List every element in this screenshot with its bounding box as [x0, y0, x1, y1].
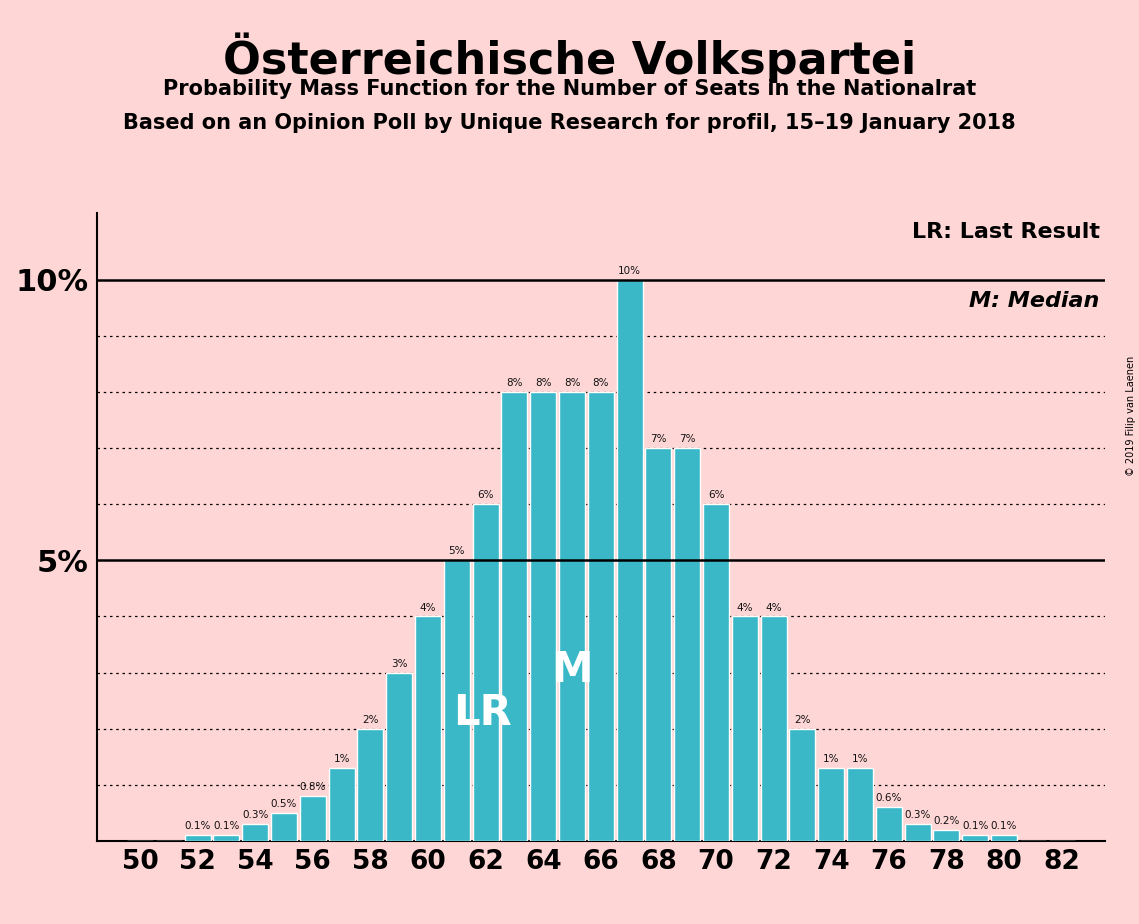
Text: 0.1%: 0.1%	[213, 821, 239, 832]
Bar	[329, 768, 354, 841]
Bar	[761, 616, 787, 841]
Text: 2%: 2%	[794, 714, 811, 724]
Bar	[473, 505, 499, 841]
Text: 1%: 1%	[852, 754, 868, 764]
Text: Based on an Opinion Poll by Unique Research for profil, 15–19 January 2018: Based on an Opinion Poll by Unique Resea…	[123, 113, 1016, 133]
Text: 0.6%: 0.6%	[876, 793, 902, 803]
Text: 8%: 8%	[564, 378, 580, 388]
Bar	[588, 392, 614, 841]
Text: 8%: 8%	[592, 378, 609, 388]
Bar	[213, 835, 239, 841]
Text: 8%: 8%	[535, 378, 551, 388]
Text: 5%: 5%	[449, 546, 465, 556]
Bar	[847, 768, 872, 841]
Bar	[732, 616, 757, 841]
Bar	[386, 673, 412, 841]
Text: 0.3%: 0.3%	[904, 810, 931, 821]
Bar	[876, 808, 902, 841]
Text: Österreichische Volkspartei: Österreichische Volkspartei	[223, 32, 916, 83]
Text: 4%: 4%	[765, 602, 781, 613]
Text: 0.2%: 0.2%	[933, 816, 960, 826]
Bar	[904, 824, 931, 841]
Text: 0.5%: 0.5%	[271, 799, 297, 808]
Bar	[531, 392, 556, 841]
Text: 3%: 3%	[391, 659, 408, 669]
Bar	[616, 280, 642, 841]
Text: M: M	[551, 650, 592, 691]
Text: © 2019 Filip van Laenen: © 2019 Filip van Laenen	[1126, 356, 1136, 476]
Text: 1%: 1%	[823, 754, 839, 764]
Text: 7%: 7%	[650, 434, 666, 444]
Bar	[501, 392, 527, 841]
Text: 0.1%: 0.1%	[991, 821, 1017, 832]
Text: 10%: 10%	[618, 266, 641, 276]
Bar	[559, 392, 585, 841]
Text: 6%: 6%	[707, 491, 724, 500]
Text: LR: LR	[453, 692, 513, 734]
Bar	[991, 835, 1017, 841]
Text: 6%: 6%	[477, 491, 494, 500]
Bar	[789, 729, 816, 841]
Bar	[185, 835, 211, 841]
Text: 8%: 8%	[506, 378, 523, 388]
Bar	[300, 796, 326, 841]
Text: 0.8%: 0.8%	[300, 782, 326, 792]
Text: 2%: 2%	[362, 714, 378, 724]
Text: 0.1%: 0.1%	[962, 821, 989, 832]
Text: 1%: 1%	[334, 754, 350, 764]
Bar	[703, 505, 729, 841]
Bar	[444, 560, 469, 841]
Text: 0.3%: 0.3%	[241, 810, 269, 821]
Bar	[243, 824, 268, 841]
Text: LR: Last Result: LR: Last Result	[912, 222, 1100, 242]
Text: 7%: 7%	[679, 434, 696, 444]
Bar	[962, 835, 989, 841]
Bar	[818, 768, 844, 841]
Bar	[674, 448, 700, 841]
Text: 4%: 4%	[737, 602, 753, 613]
Bar	[358, 729, 384, 841]
Text: Probability Mass Function for the Number of Seats in the Nationalrat: Probability Mass Function for the Number…	[163, 79, 976, 99]
Bar	[646, 448, 671, 841]
Text: 0.1%: 0.1%	[185, 821, 211, 832]
Text: M: Median: M: Median	[969, 291, 1100, 311]
Bar	[934, 830, 959, 841]
Bar	[271, 813, 297, 841]
Bar	[415, 616, 441, 841]
Text: 4%: 4%	[420, 602, 436, 613]
